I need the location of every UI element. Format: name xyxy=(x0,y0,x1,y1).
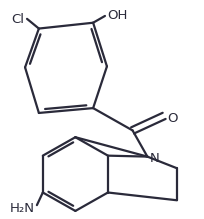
Text: H₂N: H₂N xyxy=(9,202,34,215)
Text: N: N xyxy=(149,152,159,165)
Text: Cl: Cl xyxy=(11,13,24,26)
Text: OH: OH xyxy=(107,9,127,22)
Text: O: O xyxy=(167,112,178,125)
